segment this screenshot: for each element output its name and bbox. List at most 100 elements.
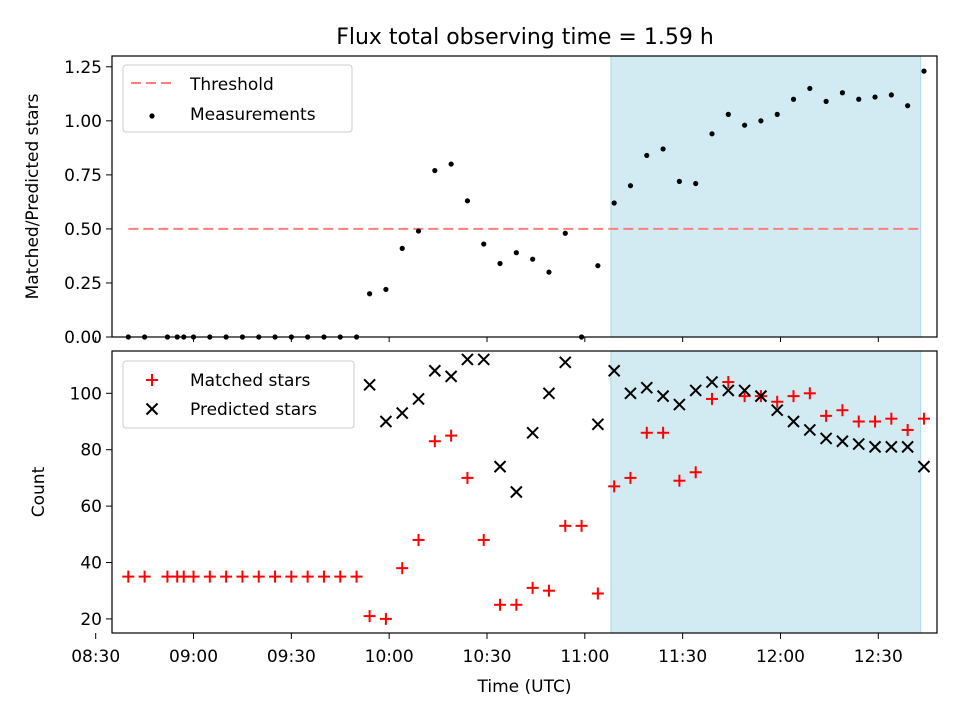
top-legend: Threshold Measurements <box>122 64 353 133</box>
top-y-tick-label: 0.00 <box>64 328 102 348</box>
predicted-star-point <box>738 384 751 397</box>
top-y-tick-label: 0.75 <box>64 166 102 186</box>
x-marker-b <box>771 404 784 417</box>
predicted-star-point <box>542 387 556 400</box>
legend-measurement-swatch <box>149 113 155 119</box>
top-x-ticks <box>95 337 879 342</box>
x-tick-label: 09:30 <box>267 647 316 667</box>
measurement-point <box>367 291 373 297</box>
measurement-point <box>562 230 568 236</box>
measurement-point <box>383 286 389 293</box>
x-marker-b <box>885 440 898 454</box>
predicted-star-point <box>901 440 914 454</box>
measurement-point <box>660 146 666 152</box>
predicted-star-point <box>461 353 474 366</box>
measurement-point <box>464 198 471 204</box>
x-marker-b <box>738 384 751 397</box>
predicted-star-point <box>917 460 931 473</box>
x-marker-b <box>640 381 653 394</box>
predicted-star-point <box>673 398 686 411</box>
top-y-ticks: 0.00 0.25 0.50 0.75 1.00 1.25 <box>64 58 112 348</box>
x-marker-b <box>591 418 605 431</box>
matched-star-point <box>203 570 216 583</box>
matched-star-point <box>917 412 930 425</box>
x-marker-b <box>656 389 670 403</box>
matched-star-point <box>771 395 784 408</box>
predicted-star-point <box>705 375 719 389</box>
matched-star-point <box>269 570 282 583</box>
measurement-point <box>415 228 422 234</box>
matched-star-point <box>852 415 865 428</box>
matched-star-point <box>252 570 265 583</box>
x-marker-b <box>363 378 376 392</box>
measurement-point <box>497 260 503 267</box>
predicted-star-point <box>852 437 865 451</box>
x-marker-b <box>477 353 490 366</box>
measurement-point <box>823 98 829 104</box>
matched-star-point <box>885 412 898 425</box>
measurement-point <box>513 250 519 256</box>
measurement-point <box>676 178 682 184</box>
matched-star-point <box>412 533 425 546</box>
legend-predicted-label: Predicted stars <box>190 400 317 420</box>
x-tick-label: 10:30 <box>463 647 512 667</box>
predicted-star-point <box>396 406 409 420</box>
matched-star-point <box>673 474 686 487</box>
predicted-star-point <box>624 387 637 400</box>
x-marker-b <box>607 364 621 377</box>
measurement-point <box>790 96 797 102</box>
measurement-point <box>758 118 764 124</box>
x-marker-b <box>917 460 931 473</box>
predicted-star-point <box>803 423 817 437</box>
matched-star-point <box>559 519 572 532</box>
x-marker-b <box>819 432 833 445</box>
predicted-star-point <box>689 384 702 397</box>
matched-star-point <box>526 581 539 594</box>
predicted-star-point <box>885 440 898 454</box>
matched-star-point <box>575 519 588 532</box>
x-marker-b <box>396 406 409 420</box>
bottom-y-tick-label: 40 <box>80 554 102 574</box>
measurement-point <box>888 92 894 98</box>
matched-star-point <box>317 570 330 583</box>
x-tick-label: 08:30 <box>71 647 120 667</box>
matched-star-point <box>706 392 718 405</box>
predicted-star-point <box>722 384 735 397</box>
x-tick-label: 12:30 <box>854 647 903 667</box>
x-marker-b <box>428 364 442 377</box>
predicted-star-point <box>771 404 784 417</box>
matched-star-point <box>379 612 392 625</box>
matched-star-point <box>657 426 670 439</box>
legend-x-marker <box>145 402 159 416</box>
x-marker-b <box>689 384 702 397</box>
bottom-y-tick-label: 80 <box>80 441 102 461</box>
bottom-panel: 20 40 60 80 100 08:30 09:00 09:30 10:00 10:30 11:… <box>29 350 938 697</box>
x-marker-b <box>493 460 507 473</box>
matched-star-point <box>350 570 363 583</box>
matched-star-point <box>722 376 735 389</box>
chart-title: Flux total observing time = 1.59 h <box>336 25 714 50</box>
legend-predicted-swatch <box>145 402 159 416</box>
measurement-point <box>742 122 748 128</box>
matched-star-point <box>461 471 474 484</box>
measurement-point <box>725 111 731 117</box>
measurement-point <box>839 90 846 96</box>
matched-star-point <box>122 570 135 583</box>
matched-star-point <box>869 415 882 428</box>
x-marker-b <box>868 440 882 454</box>
x-marker-b <box>836 435 849 448</box>
matched-star-point <box>738 390 751 403</box>
x-marker-b <box>526 426 539 439</box>
top-y-tick-label: 1.25 <box>64 58 102 78</box>
measurement-point <box>709 131 715 137</box>
measurement-point <box>856 96 862 102</box>
matched-star-point <box>624 471 637 484</box>
matched-star-point <box>836 404 849 417</box>
measurement-point <box>774 111 780 117</box>
predicted-star-point <box>819 432 833 445</box>
x-tick-label: 11:00 <box>560 647 609 667</box>
predicted-star-point <box>868 440 882 454</box>
top-axes-frame <box>111 55 938 338</box>
x-marker-b <box>145 402 159 416</box>
